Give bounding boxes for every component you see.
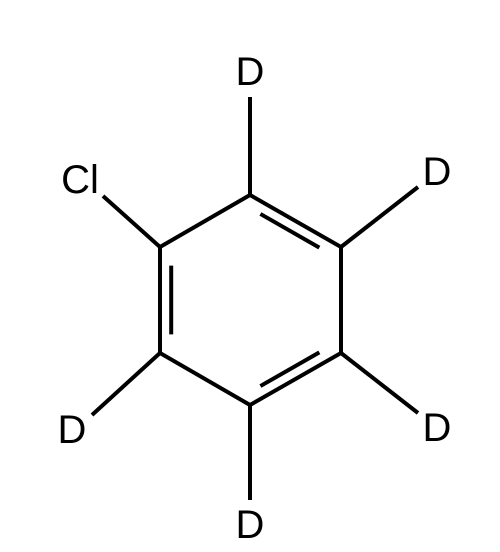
substituents-layer [92,97,418,500]
label-d-lower-left: D [58,408,87,452]
label-cl: Cl [61,158,99,202]
label-d-bottom: D [236,503,265,547]
label-d-lower-right: D [423,406,452,450]
bonds-layer [160,195,341,405]
label-d-upper-right: D [423,150,452,194]
label-d-top: D [236,50,265,94]
molecule-diagram: Cl D D D D D [0,0,500,552]
labels-layer: Cl D D D D D [58,50,452,547]
